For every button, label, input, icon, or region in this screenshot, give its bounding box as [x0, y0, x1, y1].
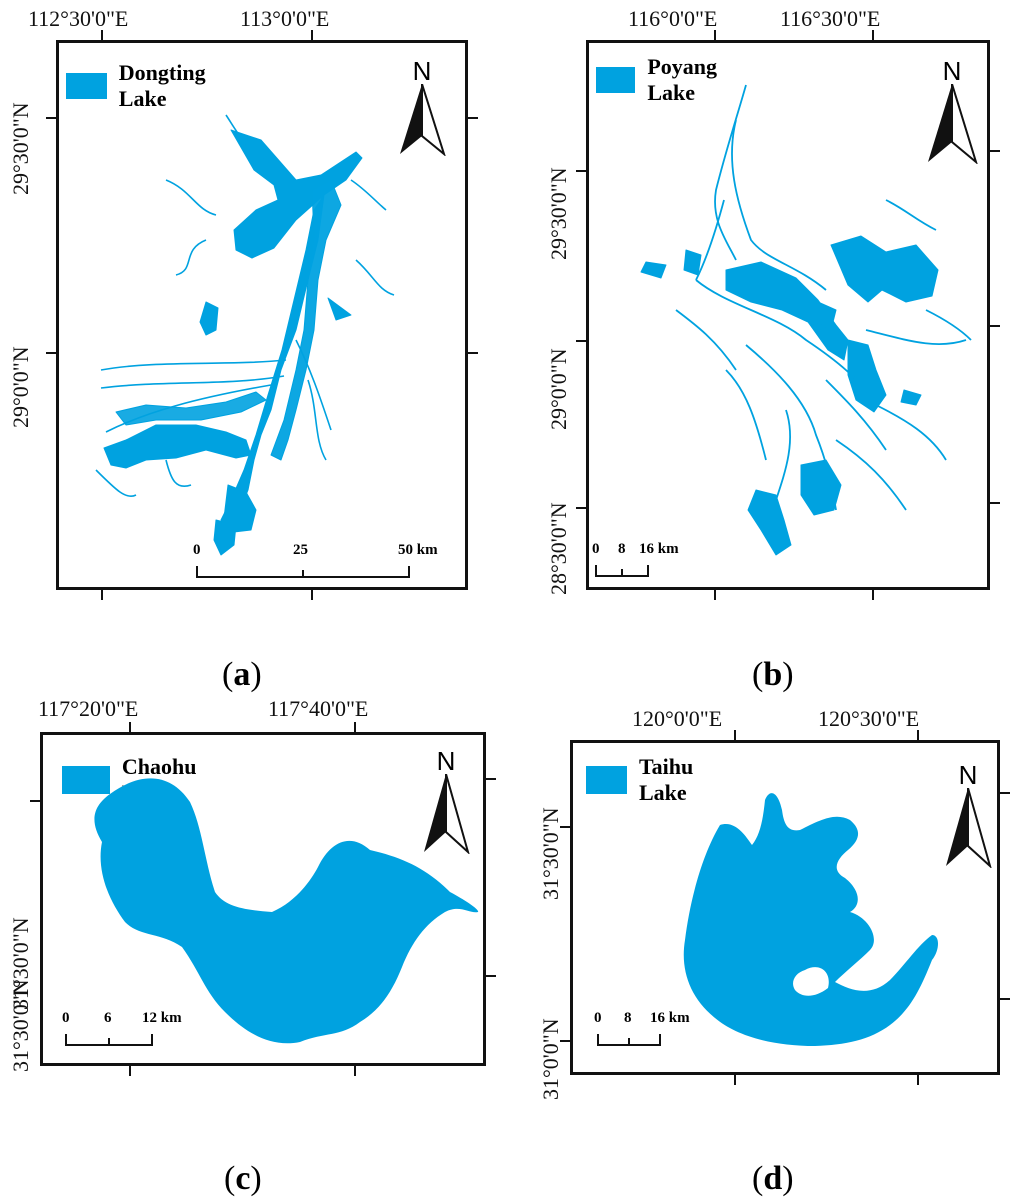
- scale-label-mid: 25: [293, 542, 308, 558]
- scale-label-start: 0: [594, 1010, 602, 1026]
- legend-b: Poyang Lake: [596, 54, 734, 106]
- panel-label-a: (a): [222, 656, 262, 693]
- legend-swatch: [66, 73, 107, 99]
- lat-label-1: 29°30'0"N: [8, 102, 33, 195]
- legend-swatch: [586, 766, 627, 794]
- lat-label-1: 29°30'0"N: [546, 167, 571, 260]
- lon-label-2: 117°40'0"E: [268, 696, 369, 721]
- scale-bar-c: 0 6 12 km: [62, 1010, 202, 1053]
- lat-label-2: 29°0'0"N: [8, 346, 33, 428]
- map-frame-a: [56, 40, 468, 590]
- scale-label-start: 0: [592, 541, 600, 557]
- scale-label-mid: 8: [624, 1010, 632, 1026]
- north-arrow-icon: N: [420, 746, 472, 856]
- scale-label-end: 16 km: [639, 541, 679, 557]
- lon-label-1: 112°30'0"E: [28, 6, 129, 31]
- north-arrow-icon: N: [926, 56, 978, 165]
- lon-label-1: 120°0'0"E: [632, 706, 723, 731]
- scale-label-end: 50 km: [398, 542, 438, 558]
- north-arrow-icon: N: [396, 58, 448, 158]
- taihu-lake-shape: [683, 793, 938, 1046]
- dongting-lake-shape: [95, 114, 395, 556]
- lon-label-1: 116°0'0"E: [628, 6, 718, 31]
- lat-label-1: 31°30'0"N: [538, 807, 563, 900]
- north-label: N: [942, 56, 962, 86]
- legend-swatch: [596, 67, 636, 93]
- legend-label: Dongting Lake: [118, 60, 206, 111]
- scale-bar-d: 0 8 16 km: [594, 1010, 714, 1053]
- lon-label-2: 116°30'0"E: [780, 6, 881, 31]
- chaohu-lake-shape: [94, 778, 479, 1044]
- scale-bar-a: 0 25 50 km: [193, 542, 438, 585]
- panel-label-b: (b): [752, 656, 794, 693]
- panel-label-c: (c): [224, 1160, 262, 1197]
- scale-label-end: 16 km: [650, 1010, 690, 1026]
- panel-label-d: (d): [752, 1160, 794, 1197]
- lat-label-3: 28°30'0"N: [546, 502, 571, 595]
- scale-label-start: 0: [62, 1010, 70, 1026]
- north-label: N: [436, 746, 456, 776]
- lon-label-2: 113°0'0"E: [240, 6, 330, 31]
- scale-label-end: 12 km: [142, 1010, 182, 1026]
- legend-a: Dongting Lake: [66, 60, 221, 112]
- lat-label-2: 31°30'0"N: [8, 917, 33, 1010]
- scale-label-start: 0: [193, 542, 201, 558]
- lon-label-1: 117°20'0"E: [38, 696, 139, 721]
- lat-label-2: 29°0'0"N: [546, 348, 571, 430]
- poyang-lake-shape: [640, 84, 972, 556]
- scale-label-mid: 8: [618, 541, 626, 557]
- lon-label-2: 120°30'0"E: [818, 706, 920, 731]
- legend-d: Taihu Lake: [586, 754, 712, 806]
- north-arrow-icon: N: [942, 760, 994, 870]
- map-frame-b: [586, 40, 990, 590]
- scale-bar-b: 0 8 16 km: [592, 541, 702, 584]
- legend-label: Taihu Lake: [638, 754, 694, 805]
- north-label: N: [958, 760, 978, 790]
- scale-label-mid: 6: [104, 1010, 112, 1026]
- north-label: N: [412, 56, 432, 86]
- lat-label-2: 31°0'0"N: [538, 1018, 563, 1100]
- legend-label: Poyang Lake: [647, 54, 718, 105]
- legend-swatch: [62, 766, 110, 794]
